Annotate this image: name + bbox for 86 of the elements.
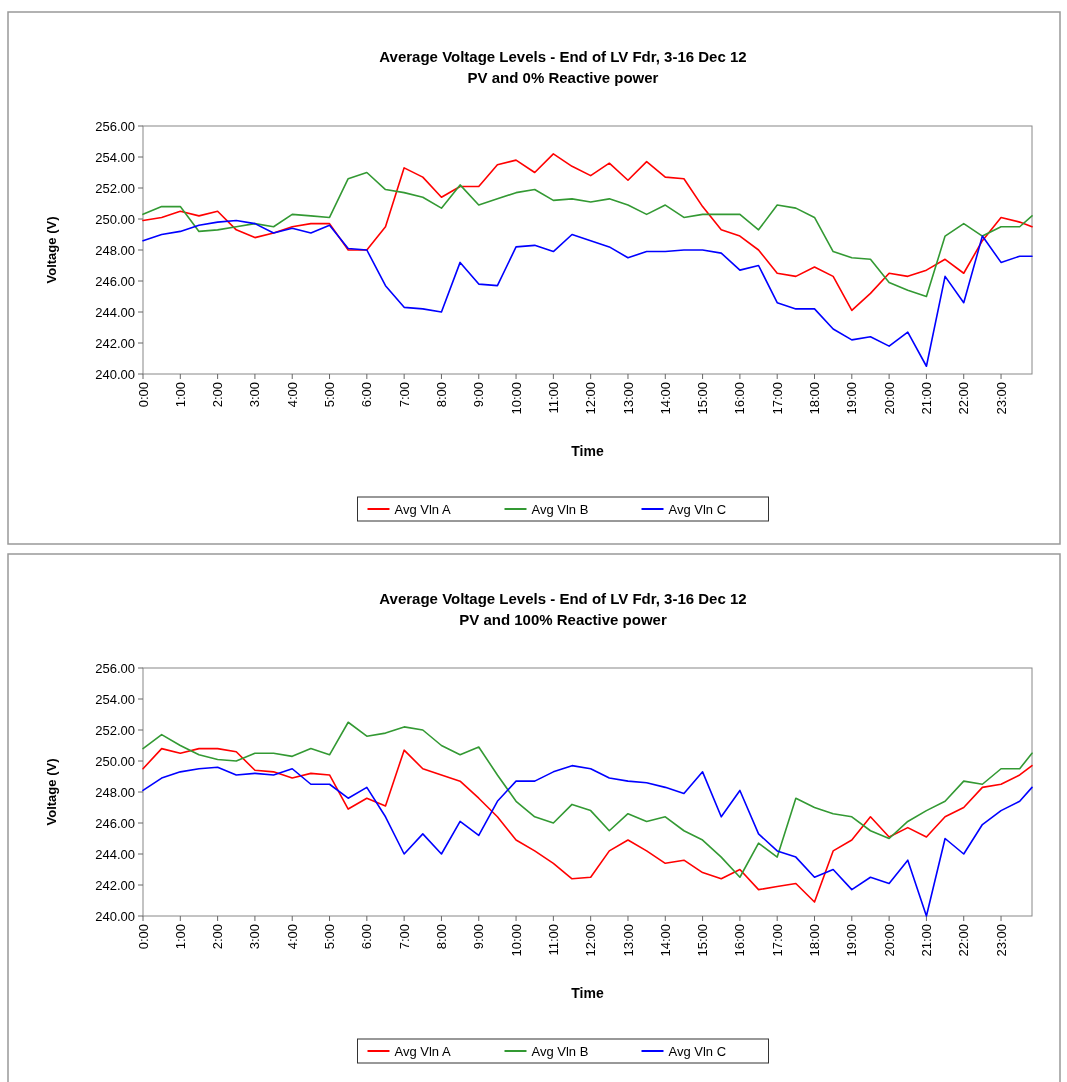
x-tick-label: 12:00 <box>583 382 599 415</box>
x-tick-label: 5:00 <box>322 924 338 950</box>
y-tick-label: 254.00 <box>95 149 135 165</box>
x-tick-label: 11:00 <box>545 382 561 414</box>
x-tick-label: 3:00 <box>247 382 263 408</box>
x-tick-label: 13:00 <box>620 382 636 415</box>
x-tick-label: 22:00 <box>956 924 972 957</box>
x-tick-label: 2:00 <box>210 924 226 950</box>
x-tick-label: 20:00 <box>881 382 897 415</box>
x-tick-label: 6:00 <box>359 924 375 950</box>
line-series <box>142 171 1033 298</box>
x-tick-label: 21:00 <box>918 924 934 957</box>
x-axis-title: Time <box>571 985 604 1001</box>
chart-subtitle: PV and 100% Reactive power <box>459 611 667 628</box>
x-tick-label: 2:00 <box>210 382 226 408</box>
chart-title: Average Voltage Levels - End of LV Fdr, 3-16 Dec 12 <box>379 48 747 65</box>
x-tick-label: 0:00 <box>135 924 151 950</box>
y-tick-label: 252.00 <box>95 180 135 196</box>
line-series <box>142 764 1033 917</box>
line-series <box>142 153 1033 312</box>
x-tick-label: 14:00 <box>657 382 673 415</box>
y-tick-label: 242.00 <box>95 877 135 893</box>
x-tick-label: 10:00 <box>508 924 524 957</box>
y-tick-label: 244.00 <box>95 304 135 320</box>
x-tick-label: 10:00 <box>508 382 524 415</box>
x-tick-label: 1:00 <box>172 382 188 408</box>
x-tick-label: 19:00 <box>844 924 860 957</box>
y-tick-label: 244.00 <box>95 846 135 862</box>
y-tick-label: 248.00 <box>95 242 135 258</box>
x-tick-label: 15:00 <box>695 382 711 415</box>
legend-label: Avg Vln C <box>668 1043 727 1059</box>
y-tick-label: 250.00 <box>95 753 135 769</box>
x-tick-label: 8:00 <box>434 382 449 408</box>
line-series <box>142 721 1033 879</box>
x-tick-label: 14:00 <box>657 924 673 957</box>
x-tick-label: 17:00 <box>769 382 785 415</box>
x-tick-label: 7:00 <box>396 382 412 408</box>
x-tick-label: 9:00 <box>471 382 487 408</box>
x-tick-label: 4:00 <box>284 382 300 408</box>
x-tick-label: 7:00 <box>396 924 412 950</box>
x-tick-label: 20:00 <box>881 924 897 957</box>
x-tick-label: 8:00 <box>434 924 449 950</box>
x-tick-label: 18:00 <box>807 924 823 957</box>
chart-subtitle: PV and 0% Reactive power <box>467 69 659 86</box>
x-tick-label: 16:00 <box>732 382 748 415</box>
x-axis-title: Time <box>571 443 604 459</box>
x-tick-label: 9:00 <box>471 924 487 950</box>
x-tick-label: 12:00 <box>583 924 599 957</box>
x-tick-label: 21:00 <box>918 382 934 415</box>
x-tick-label: 23:00 <box>993 382 1009 415</box>
x-tick-label: 16:00 <box>732 924 748 957</box>
y-tick-label: 242.00 <box>95 335 135 351</box>
x-tick-label: 6:00 <box>359 382 375 408</box>
y-tick-label: 254.00 <box>95 691 135 707</box>
x-tick-label: 5:00 <box>322 382 338 408</box>
x-tick-label: 22:00 <box>956 382 972 415</box>
y-tick-label: 248.00 <box>95 784 135 800</box>
y-axis-title: Voltage (V) <box>44 216 59 284</box>
x-tick-label: 11:00 <box>545 924 561 956</box>
x-tick-label: 15:00 <box>695 924 711 957</box>
y-tick-label: 240.00 <box>95 908 135 924</box>
x-tick-label: 17:00 <box>769 924 785 957</box>
y-tick-label: 246.00 <box>95 273 135 289</box>
y-tick-label: 250.00 <box>95 211 135 227</box>
y-axis-title: Voltage (V) <box>44 758 59 826</box>
x-tick-label: 0:00 <box>135 382 151 408</box>
y-tick-label: 246.00 <box>95 815 135 831</box>
legend-label: Avg Vln B <box>531 501 589 517</box>
legend-label: Avg Vln B <box>531 1043 589 1059</box>
x-tick-label: 4:00 <box>284 924 300 950</box>
chart-title: Average Voltage Levels - End of LV Fdr, 3-16 Dec 12 <box>379 590 747 607</box>
x-tick-label: 19:00 <box>844 382 860 415</box>
x-tick-label: 3:00 <box>247 924 263 950</box>
legend-label: Avg Vln A <box>394 1043 451 1059</box>
x-tick-label: 13:00 <box>620 924 636 957</box>
y-tick-label: 240.00 <box>95 366 135 382</box>
line-series <box>142 747 1033 903</box>
line-series <box>142 219 1033 368</box>
y-tick-label: 252.00 <box>95 722 135 738</box>
legend-label: Avg Vln A <box>394 501 451 517</box>
y-tick-label: 256.00 <box>95 118 135 134</box>
x-tick-label: 1:00 <box>172 924 188 950</box>
legend-label: Avg Vln C <box>668 501 727 517</box>
y-tick-label: 256.00 <box>95 660 135 676</box>
x-tick-label: 18:00 <box>807 382 823 415</box>
x-tick-label: 23:00 <box>993 924 1009 957</box>
